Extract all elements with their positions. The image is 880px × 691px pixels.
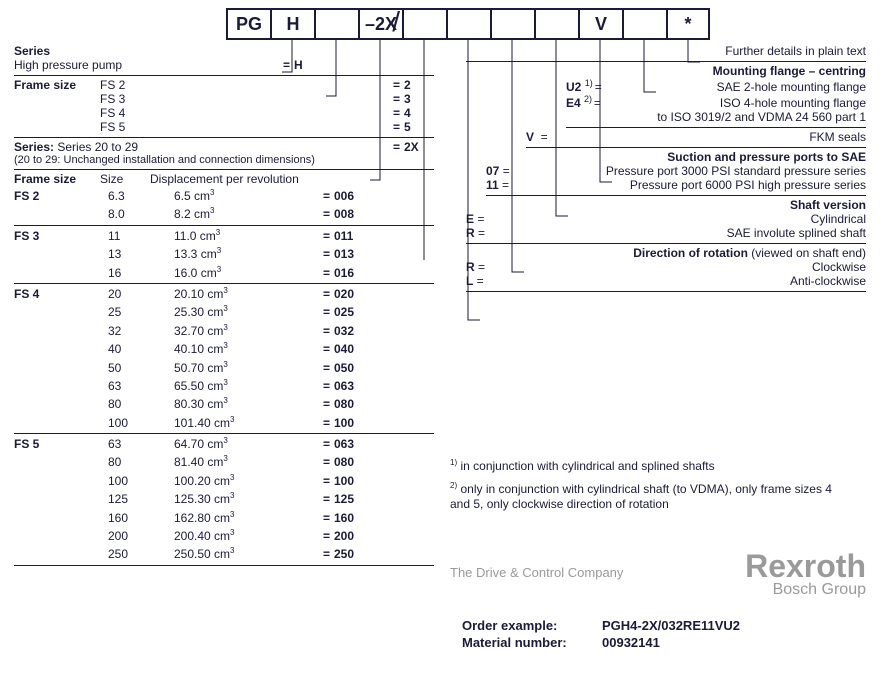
displacement-group: FS 26.36.5 cm3=0068.08.2 cm3=008 — [14, 186, 434, 226]
displacement-row: FS 26.36.5 cm3=006 — [14, 187, 434, 205]
code-box-5 — [446, 8, 490, 40]
right-row: R =SAE involute splined shaft — [466, 226, 866, 240]
displacement-row: 6365.50 cm3=063 — [14, 377, 434, 395]
code-box-8: V — [578, 8, 622, 40]
code-box-2 — [314, 8, 358, 40]
frame-size-row: FS 5=5 — [14, 120, 434, 134]
displacement-header: Frame size Size Displacement per revolut… — [14, 170, 434, 186]
logo: Rexroth Bosch Group — [745, 548, 866, 599]
rotation: Direction of rotation (viewed on shaft e… — [466, 244, 866, 292]
ports: Suction and pressure ports to SAE 07 =Pr… — [486, 148, 866, 196]
code-box-10: * — [666, 8, 710, 40]
series-label: Series — [14, 44, 434, 58]
displacement-row: 200200.40 cm3=200 — [14, 527, 434, 545]
series20-section: Series: Series 20 to 29 = 2X (20 to 29: … — [14, 138, 434, 170]
displacement-row: 100100.20 cm3=100 — [14, 472, 434, 490]
tagline: The Drive & Control Company — [450, 565, 623, 580]
right-row: 07 =Pressure port 3000 PSI standard pres… — [486, 164, 866, 178]
mounting-flange: Mounting flange – centring U2 1)=SAE 2-h… — [566, 62, 866, 128]
code-box-9 — [622, 8, 666, 40]
right-row: E =Cylindrical — [466, 212, 866, 226]
code-box-7 — [534, 8, 578, 40]
displacement-row: 8.08.2 cm3=008 — [14, 205, 434, 223]
right-row: R =Clockwise — [466, 260, 866, 274]
displacement-row: 1313.3 cm3=013 — [14, 245, 434, 263]
series-text: High pressure pump — [14, 58, 254, 72]
right-row: L =Anti-clockwise — [466, 274, 866, 288]
code-box-3: –2X/ — [358, 8, 402, 40]
footnotes: 1) in conjunction with cylindrical and s… — [450, 458, 850, 519]
right-row: 11 =Pressure port 6000 PSI high pressure… — [486, 178, 866, 192]
displacement-row: 100101.40 cm3=100 — [14, 414, 434, 432]
further-details: Further details in plain text — [466, 42, 866, 62]
displacement-row: 5050.70 cm3=050 — [14, 359, 434, 377]
order-example: Order example:PGH4-2X/032RE11VU2 Materia… — [462, 618, 740, 652]
left-column: Series High pressure pump = H Frame size… — [14, 42, 434, 566]
right-column: Further details in plain text Mounting f… — [466, 42, 866, 292]
code-box-4 — [402, 8, 446, 40]
displacement-group: FS 56364.70 cm3=0638081.40 cm3=080100100… — [14, 434, 434, 566]
displacement-row: 4040.10 cm3=040 — [14, 340, 434, 358]
seals: V = FKM seals — [526, 128, 866, 148]
displacement-row: 8080.30 cm3=080 — [14, 395, 434, 413]
displacement-row: 8081.40 cm3=080 — [14, 453, 434, 471]
displacement-row: 3232.70 cm3=032 — [14, 322, 434, 340]
shaft: Shaft version E =CylindricalR =SAE invol… — [466, 196, 866, 244]
displacement-group: FS 42020.10 cm3=0202525.30 cm3=0253232.7… — [14, 284, 434, 434]
right-row: E4 2)=ISO 4-hole mounting flange — [566, 94, 866, 110]
series-val: H — [294, 58, 324, 72]
displacement-group: FS 31111.0 cm3=0111313.3 cm3=0131616.0 c… — [14, 226, 434, 284]
code-box-0: PG — [226, 8, 270, 40]
frame-size-section: Frame sizeFS 2=2 FS 3=3FS 4=4FS 5=5 — [14, 76, 434, 138]
code-box-6 — [490, 8, 534, 40]
displacement-row: 2525.30 cm3=025 — [14, 303, 434, 321]
ordering-code-boxes: PGH –2X/V * — [226, 8, 710, 40]
displacement-row: 160162.80 cm3=160 — [14, 509, 434, 527]
logo-brand: Rexroth — [745, 548, 866, 585]
displacement-row: 1616.0 cm3=016 — [14, 264, 434, 282]
displacement-row: 125125.30 cm3=125 — [14, 490, 434, 508]
series20-note: (20 to 29: Unchanged installation and co… — [14, 154, 434, 166]
frame-size-row: FS 4=4 — [14, 106, 434, 120]
displacement-row: 250250.50 cm3=250 — [14, 545, 434, 563]
series-section: Series High pressure pump = H — [14, 42, 434, 76]
displacement-row: FS 56364.70 cm3=063 — [14, 435, 434, 453]
code-box-1: H — [270, 8, 314, 40]
displacement-row: FS 42020.10 cm3=020 — [14, 285, 434, 303]
right-row: U2 1)=SAE 2-hole mounting flange — [566, 78, 866, 94]
frame-size-row: FS 3=3 — [14, 92, 434, 106]
displacement-row: FS 31111.0 cm3=011 — [14, 227, 434, 245]
